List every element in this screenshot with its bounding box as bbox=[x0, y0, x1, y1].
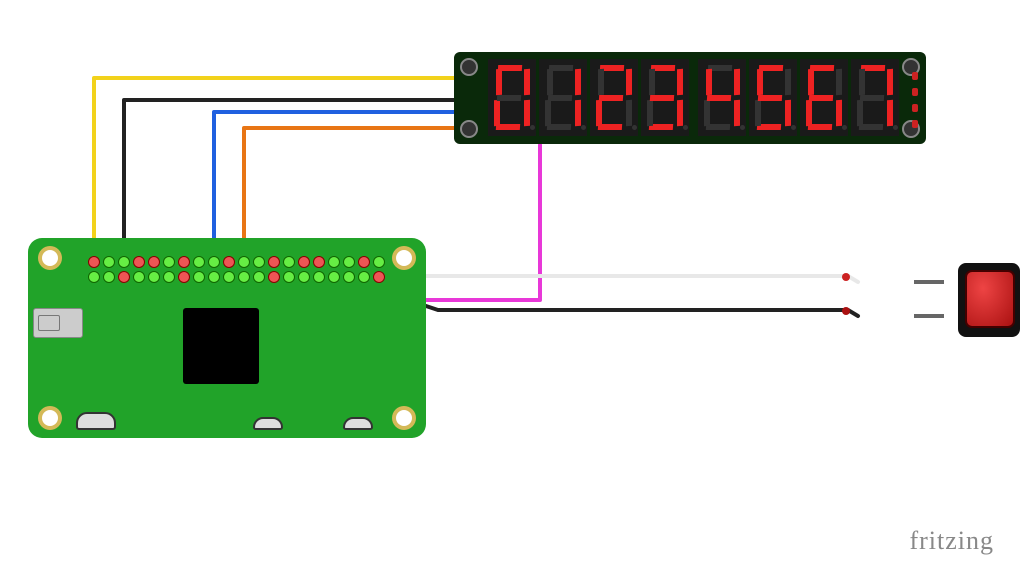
gpio-header-top bbox=[88, 256, 385, 268]
mount-hole bbox=[392, 406, 416, 430]
push-button[interactable] bbox=[924, 258, 1020, 344]
raspberry-pi-board bbox=[28, 238, 426, 438]
button-terminal bbox=[914, 314, 944, 318]
mount-hole bbox=[38, 406, 62, 430]
mini-hdmi-port bbox=[76, 412, 116, 430]
digit-6 bbox=[800, 59, 848, 136]
watermark-text: fritzing bbox=[909, 526, 994, 556]
digit-5 bbox=[749, 59, 797, 136]
digit-panels bbox=[488, 59, 899, 136]
micro-usb-port bbox=[343, 417, 373, 430]
seven-segment-display-module bbox=[454, 52, 926, 144]
micro-usb-port bbox=[253, 417, 283, 430]
status-leds bbox=[912, 72, 918, 128]
digit-4 bbox=[698, 59, 746, 136]
digit-2 bbox=[590, 59, 638, 136]
soc-chip bbox=[183, 308, 259, 384]
digit-1 bbox=[539, 59, 587, 136]
sd-card-slot bbox=[33, 308, 83, 338]
mount-hole bbox=[460, 58, 478, 76]
digit-7 bbox=[851, 59, 899, 136]
gpio-header-bottom bbox=[88, 271, 385, 283]
button-cap[interactable] bbox=[965, 270, 1015, 328]
mount-hole bbox=[38, 246, 62, 270]
digit-0 bbox=[488, 59, 536, 136]
mount-hole bbox=[392, 246, 416, 270]
button-terminal bbox=[914, 280, 944, 284]
mount-hole bbox=[460, 120, 478, 138]
digit-3 bbox=[641, 59, 689, 136]
